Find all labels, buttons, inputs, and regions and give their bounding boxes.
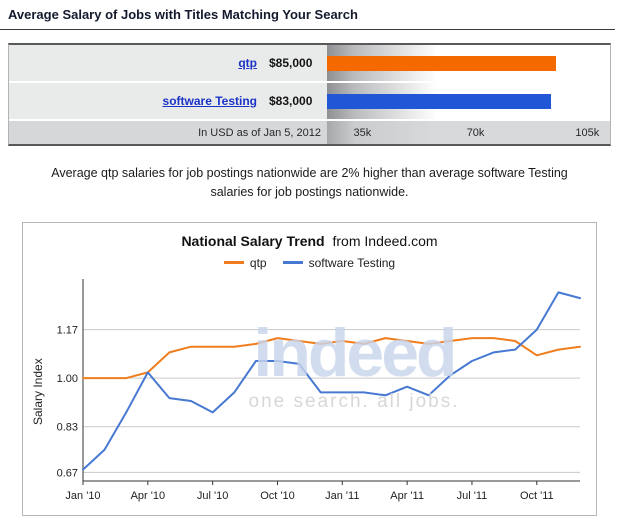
svg-text:0.67: 0.67 (57, 467, 78, 479)
currency-date-note: In USD as of Jan 5, 2012 (198, 126, 321, 139)
svg-text:Jan '11: Jan '11 (325, 490, 359, 502)
svg-text:Apr '10: Apr '10 (131, 490, 166, 502)
page-title: Average Salary of Jobs with Titles Match… (8, 7, 358, 22)
axis-tick-70k: 70k (466, 126, 485, 139)
y-axis-label: Salary Index (31, 358, 45, 425)
salary-comparison-summary: Average qtp salaries for job postings na… (51, 166, 568, 199)
bar-axis-ticks: 35k 70k 105k (327, 121, 610, 144)
svg-text:Oct '10: Oct '10 (260, 490, 295, 502)
job-title-link-qtp[interactable]: qtp (238, 56, 257, 70)
bar-track (327, 83, 610, 119)
chart-title-suffix: from Indeed.com (332, 232, 438, 249)
table-footer: In USD as of Jan 5, 2012 35k 70k 105k (9, 121, 610, 144)
legend-label-qtp: qtp (249, 255, 267, 270)
table-row: software Testing $83,000 (9, 83, 610, 121)
job-title-cell: software Testing (9, 83, 261, 119)
page-header: Average Salary of Jobs with Titles Match… (0, 0, 615, 30)
salary-value: $85,000 (261, 45, 327, 81)
svg-text:Jul '10: Jul '10 (197, 490, 228, 502)
svg-text:0.83: 0.83 (57, 421, 78, 433)
svg-text:Jan '10: Jan '10 (65, 490, 100, 502)
job-title-link-software-testing[interactable]: software Testing (162, 94, 257, 108)
salary-comparison-table: qtp $85,000 software Testing $83,000 In … (8, 43, 611, 146)
svg-text:Jul '11: Jul '11 (457, 490, 488, 502)
bar-track (327, 45, 610, 81)
table-row: qtp $85,000 (9, 45, 610, 83)
salary-bar (327, 93, 551, 109)
axis-tick-105k: 105k (575, 126, 600, 139)
chart-title-main: National Salary Trend (181, 232, 325, 249)
legend-swatch-qtp (223, 261, 244, 264)
chart-area: Salary Index 0.67 0.83 1.00 1.17 Jan '10 Apr … (29, 273, 590, 511)
trend-chart-panel: National Salary Trend from Indeed.com qt… (22, 221, 597, 516)
salary-bar (327, 55, 557, 71)
axis-tick-35k: 35k (353, 126, 372, 139)
legend-item-software-testing: software Testing (282, 255, 396, 270)
job-title-cell: qtp (9, 45, 261, 81)
chart-title: National Salary Trend from Indeed.com (29, 233, 590, 249)
svg-text:Apr '11: Apr '11 (390, 490, 424, 502)
trend-chart-svg: 0.67 0.83 1.00 1.17 Jan '10 Apr '10 Jul '10 Oct… (57, 278, 581, 502)
salary-value: $83,000 (261, 83, 327, 119)
legend-swatch-software-testing (282, 261, 303, 264)
chart-legend: qtp software Testing (29, 256, 590, 270)
svg-text:1.00: 1.00 (57, 373, 78, 385)
legend-label-software-testing: software Testing (308, 255, 396, 270)
svg-text:1.17: 1.17 (57, 324, 78, 336)
svg-text:Oct '11: Oct '11 (520, 490, 554, 502)
legend-item-qtp: qtp (223, 255, 267, 270)
